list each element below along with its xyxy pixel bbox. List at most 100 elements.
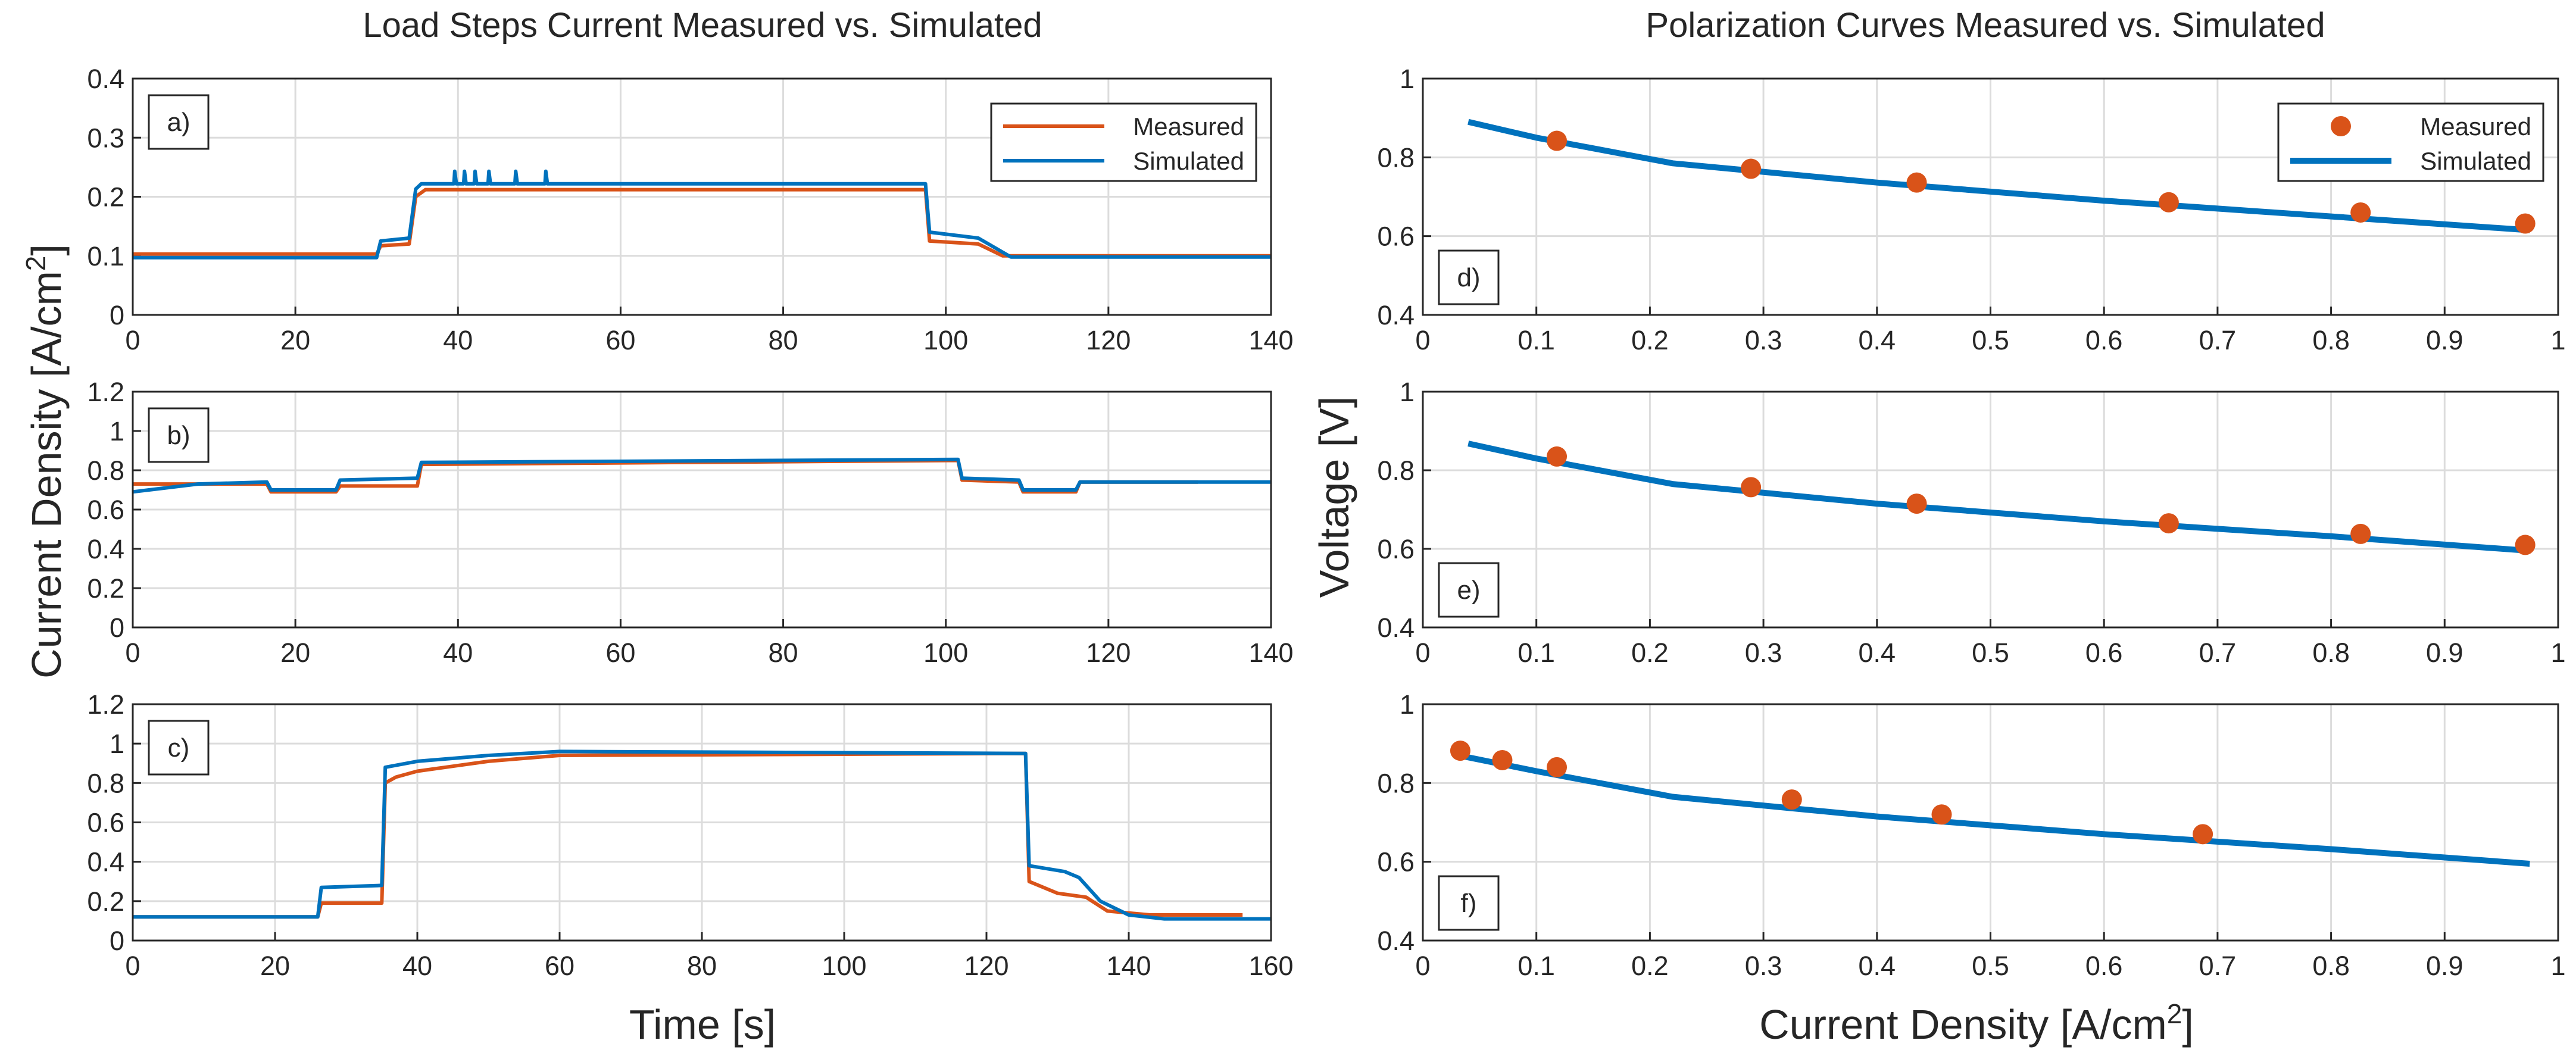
right-y-axis-label: Voltage [V] bbox=[1311, 396, 1357, 598]
measured-point bbox=[1741, 158, 1762, 179]
right-x-axis-label: Current Density [A/cm2] bbox=[1759, 998, 2194, 1048]
legend-simulated-label: Simulated bbox=[2420, 147, 2531, 175]
x-tick-label: 100 bbox=[923, 325, 968, 355]
x-tick-label: 0.2 bbox=[1631, 325, 1669, 355]
axes-frame bbox=[1422, 703, 2559, 942]
x-tick-label: 1 bbox=[2550, 951, 2565, 981]
x-tick-label: 0.3 bbox=[1745, 325, 1782, 355]
axes-frame bbox=[132, 391, 1272, 629]
legend-box bbox=[2277, 102, 2544, 182]
simulated-curve bbox=[1467, 118, 2530, 233]
measured-point bbox=[1906, 493, 1927, 514]
x-tick-label: 0.5 bbox=[1972, 638, 2009, 668]
panel-label: e) bbox=[1457, 576, 1480, 605]
y-tick-label: 0.2 bbox=[87, 886, 124, 917]
x-tick-label: 0.8 bbox=[2312, 638, 2350, 668]
measured-point bbox=[2350, 523, 2371, 544]
x-tick-label: 120 bbox=[1086, 325, 1131, 355]
x-tick-label: 20 bbox=[280, 325, 310, 355]
x-tick-label: 60 bbox=[605, 638, 635, 668]
panel-a: 0 20 40 60 80 100 120 140 0 0.1 0.2 0.3 0.4 a) Measure… bbox=[87, 64, 1293, 355]
x-tick-label: 140 bbox=[1248, 638, 1293, 668]
y-tick-label: 0.8 bbox=[1377, 455, 1415, 486]
y-tick-label: 1 bbox=[1400, 689, 1415, 720]
y-tick-label: 1 bbox=[110, 729, 124, 759]
measured-point bbox=[2158, 513, 2179, 534]
y-tick-label: 0.2 bbox=[87, 182, 124, 213]
measured-point bbox=[1547, 130, 1568, 151]
y-tick-label: 0.3 bbox=[87, 123, 124, 153]
panel-d: 0 0.1 0.2 0.3 0.4 0.5 0.6 0.7 0.8 0.9 1 0.4 0.6 0.8 1 d… bbox=[1377, 64, 2565, 355]
y-tick-label: 0.4 bbox=[1377, 926, 1415, 956]
measured-point bbox=[1781, 789, 1802, 810]
x-tick-label: 160 bbox=[1248, 951, 1293, 981]
x-tick-label: 0.1 bbox=[1518, 951, 1555, 981]
x-tick-label: 60 bbox=[605, 325, 635, 355]
x-tick-label: 1 bbox=[2550, 325, 2565, 355]
x-tick-label: 0.4 bbox=[1859, 951, 1896, 981]
panel-label-box bbox=[1438, 562, 1500, 618]
legend-measured-label: Measured bbox=[2420, 113, 2531, 140]
x-tick-label: 140 bbox=[1248, 325, 1293, 355]
y-tick-label: 0.8 bbox=[1377, 768, 1415, 798]
y-tick-label: 1.2 bbox=[87, 689, 124, 720]
x-tick-label: 0.6 bbox=[2085, 325, 2123, 355]
x-tick-label: 0.9 bbox=[2426, 951, 2463, 981]
axes-frame bbox=[1422, 77, 2559, 316]
x-tick-label: 100 bbox=[923, 638, 968, 668]
x-tick-label: 20 bbox=[260, 951, 290, 981]
series-line-simulated bbox=[132, 457, 1271, 494]
x-tick-label: 0 bbox=[125, 638, 140, 668]
measured-point bbox=[1906, 172, 1927, 193]
panel-b: 0 20 40 60 80 100 120 140 0 0.2 0.4 0.6 0.8 1 1.2 b) bbox=[87, 377, 1293, 668]
series-line-measured bbox=[133, 751, 1243, 919]
x-tick-label: 0.7 bbox=[2199, 638, 2237, 668]
y-tick-label: 1 bbox=[1400, 64, 1415, 94]
x-tick-label: 0 bbox=[125, 325, 140, 355]
x-tick-label: 0 bbox=[125, 951, 140, 981]
x-tick-label: 0.3 bbox=[1745, 638, 1782, 668]
panel-label-box bbox=[148, 407, 210, 463]
measured-point bbox=[1547, 757, 1568, 777]
y-tick-label: 1 bbox=[1400, 377, 1415, 407]
x-tick-label: 80 bbox=[769, 325, 798, 355]
x-tick-label: 80 bbox=[687, 951, 717, 981]
panel-c: 0 20 40 60 80 100 120 140 160 0 0.2 0.4 0.6 0.8 1 1.2 c) bbox=[87, 689, 1293, 981]
x-tick-label: 0.7 bbox=[2199, 951, 2237, 981]
x-tick-label: 40 bbox=[443, 325, 473, 355]
x-tick-label: 0.4 bbox=[1859, 638, 1896, 668]
y-tick-label: 0 bbox=[110, 926, 124, 956]
x-tick-label: 80 bbox=[769, 638, 798, 668]
x-tick-label: 0.9 bbox=[2426, 325, 2463, 355]
y-tick-label: 0 bbox=[110, 300, 124, 330]
measured-point bbox=[1547, 446, 1568, 467]
x-tick-label: 0.5 bbox=[1972, 951, 2009, 981]
panel-label-box bbox=[1438, 249, 1500, 305]
measured-point bbox=[2158, 192, 2179, 213]
x-tick-label: 0.4 bbox=[1859, 325, 1896, 355]
y-tick-label: 1 bbox=[110, 416, 124, 446]
y-tick-label: 0.4 bbox=[87, 64, 124, 94]
panel-label: b) bbox=[167, 421, 190, 450]
x-tick-label: 40 bbox=[443, 638, 473, 668]
axes-frame bbox=[1422, 391, 2559, 629]
y-tick-label: 0.6 bbox=[1377, 534, 1415, 564]
x-tick-label: 140 bbox=[1106, 951, 1151, 981]
axes-frame bbox=[132, 703, 1272, 942]
legend-simulated-label: Simulated bbox=[1133, 147, 1244, 175]
panel-label: a) bbox=[167, 108, 190, 137]
left-title: Load Steps Current Measured vs. Simulate… bbox=[363, 6, 1042, 45]
y-tick-label: 0.1 bbox=[87, 241, 124, 271]
x-tick-label: 0 bbox=[1415, 951, 1430, 981]
axes-frame bbox=[132, 77, 1272, 316]
x-tick-label: 1 bbox=[2550, 638, 2565, 668]
measured-point bbox=[1741, 477, 1762, 498]
y-tick-label: 0.4 bbox=[87, 847, 124, 877]
y-tick-label: 0.6 bbox=[87, 808, 124, 838]
panel-e: 0 0.1 0.2 0.3 0.4 0.5 0.6 0.7 0.8 0.9 1 0.4 0.6 0.8 1 e… bbox=[1377, 377, 2565, 668]
y-tick-label: 0.6 bbox=[1377, 221, 1415, 252]
y-tick-label: 0.8 bbox=[1377, 142, 1415, 173]
series-line-simulated bbox=[133, 169, 1271, 260]
x-tick-label: 20 bbox=[280, 638, 310, 668]
simulated-curve bbox=[1462, 753, 2530, 867]
